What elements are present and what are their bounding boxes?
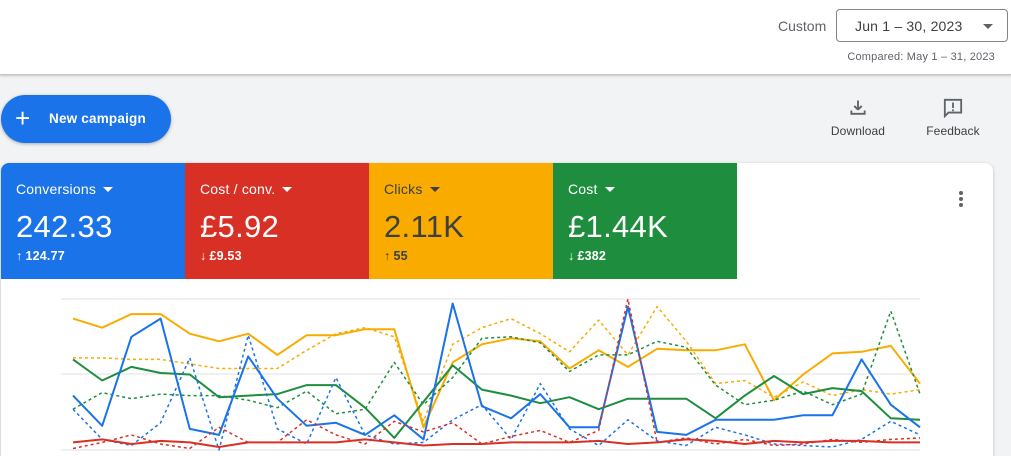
metric-delta: ↑ 55 [384, 249, 408, 263]
download-label: Download [830, 124, 886, 138]
chevron-down-icon [429, 187, 440, 192]
arrow-up-icon: ↑ [16, 249, 23, 263]
series-line-cost-conv--current [72, 438, 920, 448]
feedback-label: Feedback [926, 124, 980, 138]
metric-tile-cost-per-conv[interactable]: Cost / conv. £5.92 ↓ £9.53 [185, 163, 369, 279]
download-icon [850, 100, 866, 115]
metric-tile-clicks[interactable]: Clicks 2.11K ↑ 55 [369, 163, 553, 279]
new-campaign-label: New campaign [49, 111, 146, 126]
compared-range-text: Compared: May 1 – 31, 2023 [847, 51, 995, 63]
metric-name: Clicks [384, 181, 440, 197]
date-mode-label: Custom [778, 18, 827, 34]
metric-value: 242.33 [16, 209, 113, 244]
metric-name: Cost [568, 181, 615, 197]
arrow-down-icon: ↓ [200, 249, 207, 263]
series-line-clicks-current [72, 313, 921, 429]
feedback-icon [943, 98, 963, 118]
performance-line-chart [61, 298, 921, 451]
download-button[interactable]: Download [820, 98, 896, 144]
arrow-down-icon: ↓ [568, 249, 575, 263]
more-options-icon[interactable] [951, 189, 971, 211]
metric-name: Conversions [16, 181, 114, 197]
metric-value: £5.92 [200, 209, 280, 244]
metric-name: Cost / conv. [200, 181, 293, 197]
series-line-cost-current [72, 358, 921, 439]
feedback-button[interactable]: Feedback [915, 98, 991, 144]
series-line-cost-conv--previous [72, 298, 921, 450]
date-range-select[interactable]: Jun 1 – 30, 2023 [836, 9, 1008, 42]
series-line-cost-previous [72, 310, 921, 415]
plus-icon: + [15, 103, 31, 133]
metric-delta: ↓ £9.53 [200, 249, 242, 263]
chevron-down-icon [282, 187, 293, 192]
arrow-up-icon: ↑ [384, 249, 391, 263]
date-range-value: Jun 1 – 30, 2023 [855, 18, 963, 34]
metric-value: 2.11K [384, 209, 465, 244]
top-bar: Custom Jun 1 – 30, 2023 Compared: May 1 … [0, 0, 1011, 75]
metric-delta: ↑ 124.77 [16, 249, 65, 263]
performance-card: Conversions 242.33 ↑ 124.77 Cost / conv. … [1, 163, 993, 456]
series-line-clicks-previous [73, 305, 921, 423]
chevron-down-icon [103, 187, 114, 192]
chevron-down-icon [983, 24, 993, 29]
new-campaign-button[interactable]: + New campaign [1, 95, 171, 143]
series-line-conversions-previous [72, 334, 921, 451]
metric-delta: ↓ £382 [568, 249, 607, 263]
chevron-down-icon [604, 187, 615, 192]
metric-value: £1.44K [568, 209, 669, 244]
metric-tile-conversions[interactable]: Conversions 242.33 ↑ 124.77 [1, 163, 185, 279]
metric-tile-cost[interactable]: Cost £1.44K ↓ £382 [553, 163, 737, 279]
